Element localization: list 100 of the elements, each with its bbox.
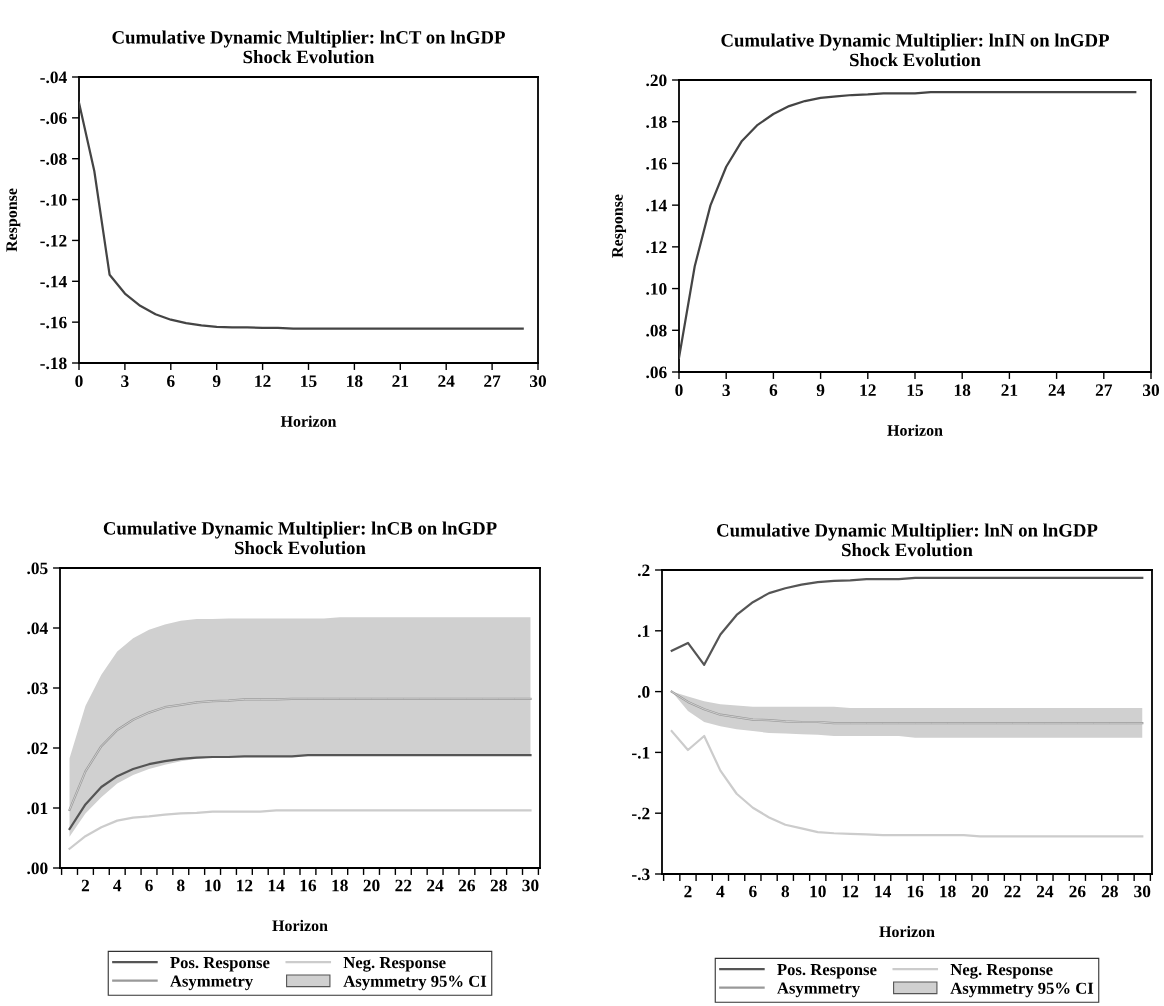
y-tick-label: -.3 [632,868,650,881]
x-tick-label: 6 [749,885,757,898]
y-tick-label: -.08 [40,153,67,165]
chart-subtitle: Shock Evolution [850,53,981,67]
x-tick-label: 28 [490,879,507,892]
x-tick-label: 30 [1142,384,1160,397]
x-tick-label: 9 [816,384,825,397]
x-tick-label: 30 [1134,885,1151,898]
x-tick-label: 22 [395,879,412,892]
x-axis-title: Horizon [879,925,935,938]
x-tick-label: 24 [1048,384,1065,396]
x-tick-label: 18 [347,375,363,388]
x-tick-label: 14 [268,879,285,892]
y-tick-label: .04 [27,622,48,635]
y-tick-label: .2 [637,564,650,577]
x-tick-label: 0 [675,384,683,397]
legend-label: Pos. Response [777,964,877,979]
x-axis-title: Horizon [280,415,337,427]
y-tick-label: .10 [646,283,667,295]
x-tick-label: 8 [781,885,790,898]
y-tick-label: .00 [27,862,48,875]
y-tick-label: .18 [646,116,667,128]
x-tick-label: 21 [392,375,409,387]
x-tick-label: 16 [907,885,924,898]
legend-label: Asymmetry 95% CI [343,975,487,991]
y-tick-label: .20 [646,74,667,87]
y-tick-label: -.06 [40,112,67,125]
y-tick-label: .0 [637,686,650,698]
x-tick-label: 0 [75,375,83,388]
x-tick-label: 15 [907,384,924,397]
x-tick-label: 30 [529,375,547,388]
x-tick-label: 30 [522,879,539,892]
x-tick-label: 27 [484,375,501,387]
y-tick-label: -.04 [40,71,67,84]
x-tick-label: 10 [205,879,221,892]
chart-subtitle: Shock Evolution [243,50,375,64]
y-tick-label: .08 [646,324,667,337]
x-tick-label: 18 [954,384,971,397]
x-tick-label: 2 [81,879,90,892]
y-tick-label: -.18 [40,357,67,370]
x-tick-label: 6 [167,375,175,388]
y-tick-label: -.14 [40,275,67,288]
y-tick-label: -.1 [632,746,650,759]
x-tick-label: 15 [301,375,317,388]
chart-title: Cumulative Dynamic Multiplier: lnCT on lnGDP [112,30,505,48]
x-axis-title: Horizon [887,424,943,436]
y-tick-label: .02 [27,742,48,755]
x-tick-label: 4 [113,879,122,892]
x-axis-title: Horizon [272,919,328,932]
y-tick-label: .16 [646,157,667,170]
y-tick-label: -.12 [40,234,67,247]
legend-label: Neg. Response [343,957,446,972]
line-series [679,90,1137,359]
y-tick-label: .1 [637,625,650,638]
chart-title: Cumulative Dynamic Multiplier: lnCB on lnGDP [103,521,497,539]
x-tick-label: 24 [438,375,455,387]
x-tick-label: 10 [810,885,826,898]
x-tick-label: 8 [177,879,185,892]
line-series [79,101,524,330]
y-tick-label: -.16 [40,316,67,329]
x-tick-label: 21 [1001,384,1018,396]
x-tick-label: 6 [769,384,778,397]
legend-label: Neg. Response [950,964,1053,979]
x-tick-label: 4 [716,885,725,898]
y-axis-title: Response [6,188,21,252]
y-tick-label: .05 [27,562,48,575]
x-tick-label: 16 [300,879,317,892]
y-tick-label: .12 [646,241,667,254]
x-tick-label: 3 [722,384,730,397]
x-tick-label: 12 [237,879,253,892]
x-tick-label: 24 [427,879,444,892]
x-tick-label: 12 [860,384,876,396]
x-tick-label: 26 [1069,885,1086,898]
x-tick-label: 12 [255,375,271,387]
legend-label: Asymmetry 95% CI [950,982,1094,998]
x-tick-label: 24 [1036,885,1054,898]
line-series [68,754,532,831]
x-tick-label: 12 [842,885,859,898]
y-tick-label: .01 [27,802,48,815]
y-tick-label: -.2 [632,807,650,820]
x-tick-label: 14 [875,885,892,898]
line-series [68,809,532,850]
x-tick-label: 2 [684,885,692,898]
y-tick-label: .03 [27,682,48,695]
x-tick-label: 9 [212,375,221,388]
x-tick-label: 27 [1095,384,1113,396]
chart-title: Cumulative Dynamic Multiplier: lnN on lnGDP [717,523,1098,541]
y-tick-label: .14 [646,199,667,212]
line-series [670,730,1144,838]
x-tick-label: 20 [363,879,380,892]
x-tick-label: 18 [332,879,348,892]
x-tick-label: 26 [458,879,476,892]
x-tick-label: 6 [145,879,153,892]
chart-subtitle: Shock Evolution [842,543,973,557]
chart-title: Cumulative Dynamic Multiplier: lnIN on lnGDP [721,33,1110,51]
y-axis-title: Response [612,194,627,258]
y-tick-label: .06 [646,366,667,379]
x-tick-label: 28 [1101,885,1118,898]
legend-label: Asymmetry [777,982,861,998]
line-series [670,576,1144,666]
